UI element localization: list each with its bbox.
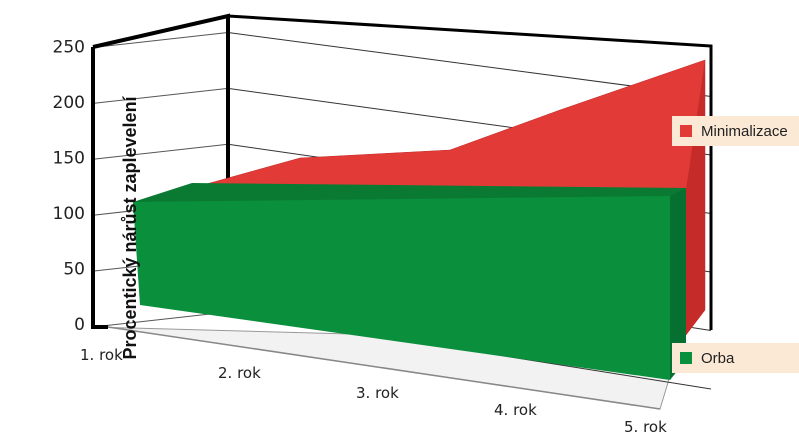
back-wall-edge (227, 14, 713, 330)
x-tick-labels: 1. rok 2. rok 3. rok 4. rok 5. rok (80, 346, 667, 436)
x-tick-label: 4. rok (494, 401, 537, 419)
legend-swatch-minimalizace (680, 125, 692, 137)
x-axis-line (107, 326, 661, 410)
y-tick-label: 50 (63, 260, 85, 280)
area-orba (133, 196, 670, 380)
y-tick-label: 100 (53, 204, 85, 224)
y-tick-label: 200 (53, 93, 85, 113)
gridline-left-wall (92, 32, 229, 48)
x-tick-label: 3. rok (356, 384, 399, 402)
x-tick-label: 5. rok (624, 418, 667, 436)
left-wall-edge (91, 47, 108, 329)
area-orba-side (670, 188, 686, 380)
legend-item-orba: Orba (672, 343, 799, 373)
legend-label-minimalizace: Minimalizace (701, 122, 788, 140)
x-tick-label: 2. rok (218, 364, 261, 382)
legend-swatch-orba (680, 352, 692, 364)
legend-label-orba: Orba (701, 349, 735, 367)
y-tick-label: 0 (74, 315, 85, 335)
series-areas (133, 59, 706, 380)
gridline-left-wall (92, 311, 229, 328)
y-tick-labels: 0 50 100 150 200 250 (53, 38, 85, 336)
x-tick-label: 1. rok (80, 346, 123, 364)
y-axis-label: Procentický nárůst zaplevelení (120, 95, 140, 359)
y-tick-label: 150 (53, 149, 85, 169)
gridline-left-wall (92, 87, 229, 104)
legend-item-minimalizace: Minimalizace (672, 116, 799, 146)
y-tick-label: 250 (53, 38, 85, 58)
gridline-left-wall (92, 143, 229, 160)
